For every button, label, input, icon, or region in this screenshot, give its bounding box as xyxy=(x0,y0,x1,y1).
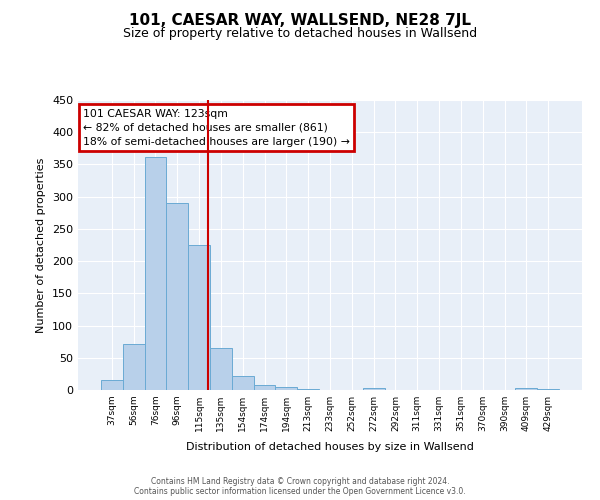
Bar xyxy=(232,376,254,390)
Text: Distribution of detached houses by size in Wallsend: Distribution of detached houses by size … xyxy=(186,442,474,452)
Bar xyxy=(210,348,232,390)
Bar xyxy=(297,388,319,390)
Bar xyxy=(254,385,275,390)
Bar xyxy=(166,203,188,390)
Bar xyxy=(515,388,537,390)
Text: 101 CAESAR WAY: 123sqm
← 82% of detached houses are smaller (861)
18% of semi-de: 101 CAESAR WAY: 123sqm ← 82% of detached… xyxy=(83,108,350,146)
Bar xyxy=(101,380,123,390)
Bar xyxy=(145,156,166,390)
Bar xyxy=(537,388,559,390)
Text: Contains HM Land Registry data © Crown copyright and database right 2024.: Contains HM Land Registry data © Crown c… xyxy=(151,476,449,486)
Text: 101, CAESAR WAY, WALLSEND, NE28 7JL: 101, CAESAR WAY, WALLSEND, NE28 7JL xyxy=(129,12,471,28)
Text: Size of property relative to detached houses in Wallsend: Size of property relative to detached ho… xyxy=(123,28,477,40)
Bar xyxy=(363,388,385,390)
Bar xyxy=(188,245,210,390)
Y-axis label: Number of detached properties: Number of detached properties xyxy=(37,158,46,332)
Text: Contains public sector information licensed under the Open Government Licence v3: Contains public sector information licen… xyxy=(134,486,466,496)
Bar xyxy=(123,344,145,390)
Bar xyxy=(275,388,297,390)
